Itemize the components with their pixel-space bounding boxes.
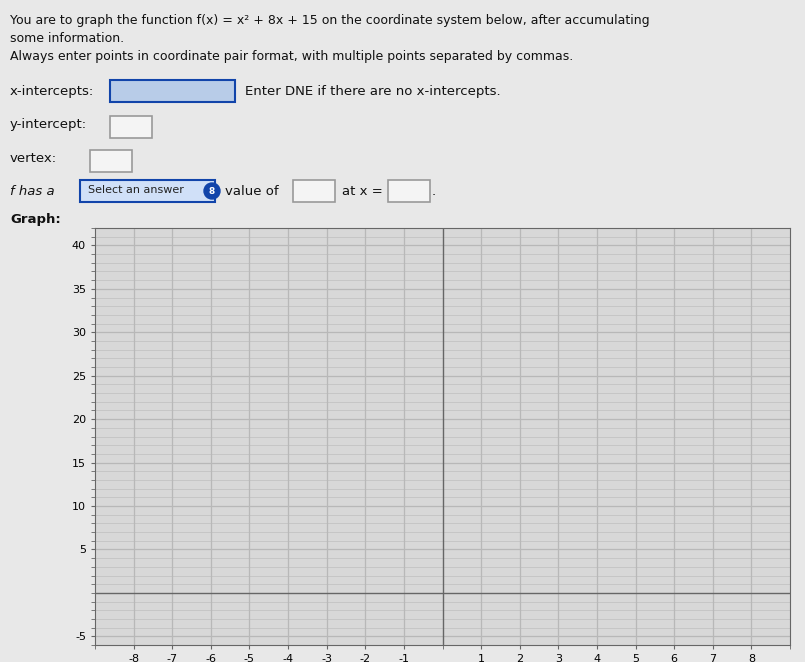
FancyBboxPatch shape — [90, 150, 132, 172]
Text: 8: 8 — [208, 187, 215, 196]
Text: Enter DNE if there are no x-intercepts.: Enter DNE if there are no x-intercepts. — [245, 85, 501, 98]
Text: at x =: at x = — [342, 185, 382, 198]
Circle shape — [204, 183, 220, 199]
Text: y-intercept:: y-intercept: — [10, 118, 87, 131]
Text: some information.: some information. — [10, 32, 124, 45]
Text: Graph:: Graph: — [10, 213, 60, 226]
FancyBboxPatch shape — [110, 80, 235, 102]
FancyBboxPatch shape — [293, 180, 335, 202]
FancyBboxPatch shape — [80, 180, 215, 202]
Text: value of: value of — [225, 185, 279, 198]
FancyBboxPatch shape — [388, 180, 430, 202]
Text: You are to graph the function f(x) = x² + 8x + 15 on the coordinate system below: You are to graph the function f(x) = x² … — [10, 14, 650, 27]
Text: Always enter points in coordinate pair format, with multiple points separated by: Always enter points in coordinate pair f… — [10, 50, 573, 63]
Text: vertex:: vertex: — [10, 152, 57, 165]
Text: Select an answer: Select an answer — [88, 185, 184, 195]
FancyBboxPatch shape — [110, 116, 152, 138]
Text: x-intercepts:: x-intercepts: — [10, 85, 94, 98]
Text: .: . — [432, 185, 436, 198]
Text: f has a: f has a — [10, 185, 55, 198]
